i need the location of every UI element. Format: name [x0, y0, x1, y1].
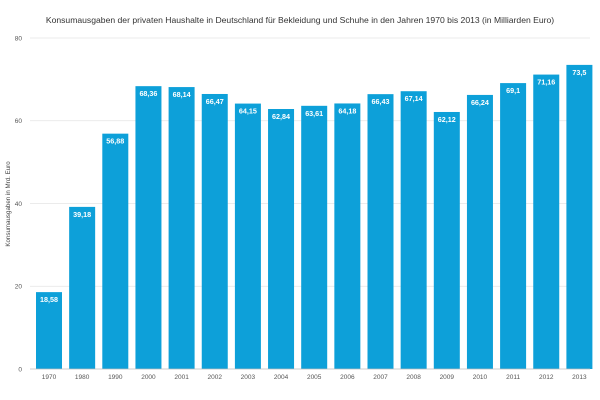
bar-2009 [433, 111, 460, 369]
data-label-2011: 69,1 [506, 86, 520, 95]
bar-1980 [69, 206, 96, 369]
data-label-2003: 64,15 [239, 107, 257, 116]
data-labels: 18,58 39,18 56,88 68,36 68,14 66,47 64,15 62,84… [40, 68, 586, 304]
bar-2000 [135, 86, 162, 370]
data-label-2001: 68,14 [173, 90, 191, 99]
bars [36, 64, 593, 370]
y-tick-label: 0 [18, 366, 22, 373]
x-tick-label: 1980 [75, 374, 90, 381]
data-label-2006: 64,18 [338, 106, 356, 115]
x-tick-label: 1970 [42, 374, 57, 381]
y-tick-label: 80 [15, 35, 23, 42]
x-tick-label: 2010 [473, 374, 488, 381]
x-tick-label: 2009 [440, 374, 455, 381]
bar-1970 [36, 292, 62, 369]
data-label-2002: 66,47 [206, 97, 224, 106]
x-tick-label: 2003 [241, 374, 256, 381]
bar-2006 [334, 103, 361, 369]
y-tick-label: 60 [15, 118, 23, 125]
bar-1990 [102, 133, 129, 369]
bar-2005 [301, 105, 328, 369]
data-label-2013: 73,5 [572, 68, 586, 77]
y-axis-ticks: 0 20 40 60 80 [15, 35, 23, 373]
x-tick-label: 2012 [539, 374, 554, 381]
x-tick-label: 2006 [340, 374, 355, 381]
bar-2003 [234, 103, 261, 369]
data-label-1990: 56,88 [106, 137, 124, 146]
data-label-2012: 71,16 [537, 78, 555, 87]
x-tick-label: 2004 [274, 374, 289, 381]
bar-2002 [201, 93, 228, 369]
bar-2013 [566, 64, 593, 370]
x-axis-ticks: 1970 1980 1990 2000 2001 2002 2003 2004 2005 2006… [42, 374, 587, 381]
data-label-2009: 62,12 [438, 115, 456, 124]
x-tick-label: 1990 [108, 374, 123, 381]
data-label-2004: 62,84 [272, 112, 290, 121]
bar-2010 [466, 94, 493, 369]
data-label-2005: 63,61 [305, 109, 323, 118]
x-tick-label: 2013 [572, 374, 587, 381]
x-tick-label: 2007 [373, 374, 388, 381]
data-label-1980: 39,18 [73, 210, 91, 219]
x-tick-label: 2000 [141, 374, 156, 381]
bar-2008 [400, 91, 427, 369]
x-tick-label: 2002 [208, 374, 223, 381]
data-label-1970: 18,58 [40, 295, 58, 304]
bar-2012 [533, 74, 560, 369]
bar-2004 [268, 108, 295, 369]
data-label-2008: 67,14 [405, 94, 423, 103]
chart-title: Konsumausgaben der privaten Haushalte in… [45, 15, 555, 25]
bar-2001 [168, 87, 195, 370]
data-label-2010: 66,24 [471, 98, 489, 107]
x-tick-label: 2005 [307, 374, 322, 381]
bar-2011 [500, 83, 527, 369]
data-label-2000: 68,36 [139, 89, 157, 98]
bar-2007 [367, 94, 394, 369]
y-tick-label: 40 [15, 201, 23, 208]
data-label-2007: 66,43 [372, 97, 390, 106]
x-tick-label: 2001 [174, 374, 189, 381]
y-tick-label: 20 [15, 284, 23, 291]
x-tick-label: 2008 [406, 374, 421, 381]
x-tick-label: 2011 [506, 374, 520, 381]
